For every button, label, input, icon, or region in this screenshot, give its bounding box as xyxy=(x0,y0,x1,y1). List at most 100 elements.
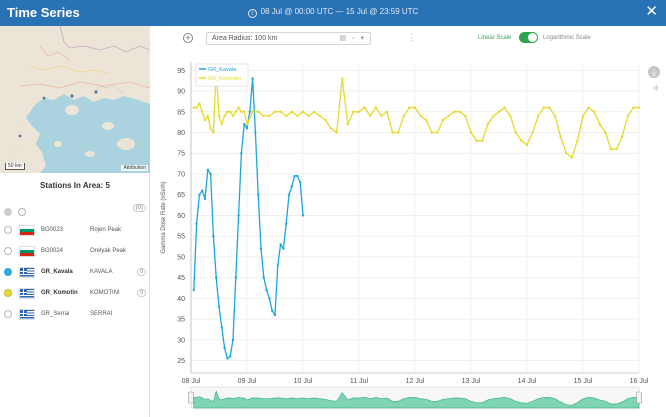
toggle-knob xyxy=(528,33,537,42)
station-row[interactable]: BG0023 Rojen Peak xyxy=(4,220,149,240)
scale-toggle[interactable] xyxy=(519,32,538,43)
info-icon[interactable]: i xyxy=(247,9,257,18)
data-point xyxy=(293,174,296,178)
legend-box xyxy=(195,63,249,87)
data-point xyxy=(195,106,198,109)
data-point xyxy=(240,110,243,113)
data-point xyxy=(279,243,282,246)
station-row[interactable]: GR_Serrai SERRAI xyxy=(4,304,149,324)
y-tick-label: 85 xyxy=(177,109,185,116)
station-name: Rojen Peak xyxy=(90,227,122,233)
data-point xyxy=(402,114,405,118)
data-point xyxy=(637,106,641,109)
flag-greece-icon xyxy=(19,288,35,299)
x-tick-label: 08 Jul xyxy=(182,378,201,385)
data-point xyxy=(307,114,310,118)
data-point xyxy=(341,77,344,80)
more-vertical-icon[interactable]: ⋮ xyxy=(407,32,416,42)
station-id: BG0024 xyxy=(41,248,64,254)
data-point xyxy=(217,305,221,308)
x-tick-label: 16 Jul xyxy=(630,378,649,385)
station-row[interactable]: GR_Komotin KOMOTINI 0 xyxy=(4,283,149,303)
data-point xyxy=(301,214,305,217)
data-point xyxy=(287,193,291,196)
x-tick-label: 13 Jul xyxy=(462,378,481,385)
data-point xyxy=(231,114,235,118)
data-point xyxy=(206,168,209,172)
close-icon[interactable]: ✕ xyxy=(645,3,658,20)
linear-scale-label[interactable]: Linear Scale xyxy=(478,35,512,41)
station-row[interactable]: BG0024 Orelyak Peak xyxy=(4,241,149,261)
data-point xyxy=(262,114,265,118)
data-point xyxy=(220,326,223,329)
data-point xyxy=(215,276,218,279)
data-point xyxy=(273,110,277,113)
data-point xyxy=(220,123,223,126)
data-point xyxy=(363,106,366,109)
data-point xyxy=(391,131,394,134)
date-range-text: 08 Jul @ 00:00 UTC — 15 Jul @ 23:59 UTC xyxy=(260,7,419,16)
date-range: i 08 Jul @ 00:00 UTC — 15 Jul @ 23:59 UTC xyxy=(0,7,666,18)
data-point xyxy=(212,131,215,134)
data-point xyxy=(408,106,411,109)
x-tick-label: 10 Jul xyxy=(294,378,313,385)
data-point xyxy=(604,131,607,134)
data-point xyxy=(212,234,215,238)
data-point xyxy=(419,114,422,118)
map-attribution[interactable]: Attribution xyxy=(121,165,148,171)
navigator-handle xyxy=(636,391,642,404)
data-point xyxy=(229,355,232,358)
data-point xyxy=(492,114,495,118)
log-scale-label[interactable]: Logarithmic Scale xyxy=(543,35,591,41)
data-point xyxy=(318,114,321,118)
station-radio[interactable] xyxy=(4,226,12,234)
select-all-radio[interactable] xyxy=(4,207,12,216)
time-series-chart[interactable]: 25 30 35 40 45 50 55 60 65 70 75 80 85 90 95 08 Jul 09 J… xyxy=(151,52,666,417)
station-radio[interactable] xyxy=(4,247,12,255)
map-image xyxy=(0,26,150,173)
zoom-plus-icon[interactable]: + xyxy=(652,80,660,95)
data-point xyxy=(282,247,285,250)
y-tick-label: 35 xyxy=(177,317,185,324)
add-circle-icon[interactable]: + xyxy=(183,33,193,43)
area-map[interactable]: 50 km Attribution xyxy=(0,26,150,173)
data-point xyxy=(486,123,489,126)
data-point xyxy=(509,114,512,118)
data-point xyxy=(234,110,237,113)
y-tick-label: 25 xyxy=(177,358,185,365)
data-point xyxy=(475,139,478,142)
data-point xyxy=(251,110,254,113)
data-point xyxy=(245,123,249,126)
station-radio[interactable] xyxy=(4,310,12,318)
data-point xyxy=(436,131,439,134)
map-scale: 50 km xyxy=(5,163,25,170)
data-point xyxy=(209,172,212,176)
data-point xyxy=(257,110,260,113)
select-none-radio[interactable] xyxy=(18,207,27,216)
station-id: GR_Serrai xyxy=(41,311,70,317)
area-radius-select[interactable]: Area Radius: 100 km ▤ ◦ ▾ xyxy=(206,32,371,45)
data-point xyxy=(520,139,523,142)
y-tick-label: 40 xyxy=(177,296,185,303)
data-point xyxy=(559,135,562,138)
station-radio[interactable] xyxy=(4,289,12,297)
data-point xyxy=(609,147,613,151)
data-point xyxy=(290,110,293,113)
legend-label: GR_Kavala xyxy=(208,67,237,73)
data-point xyxy=(324,118,327,122)
x-tick-label: 11 Jul xyxy=(350,378,369,385)
data-point xyxy=(262,276,265,279)
station-row[interactable]: GR_Kavala KAVALA 0 xyxy=(4,262,149,282)
station-radio[interactable] xyxy=(4,268,12,276)
data-point xyxy=(497,110,501,113)
data-point xyxy=(285,222,288,225)
data-point xyxy=(245,127,249,130)
data-point xyxy=(206,114,209,118)
data-point xyxy=(514,131,517,134)
y-tick-label: 50 xyxy=(177,254,185,261)
data-point xyxy=(229,110,232,113)
download-icon[interactable]: ⤓ xyxy=(648,66,660,78)
y-tick-label: 80 xyxy=(177,130,185,137)
selection-row: (0) xyxy=(4,203,146,216)
